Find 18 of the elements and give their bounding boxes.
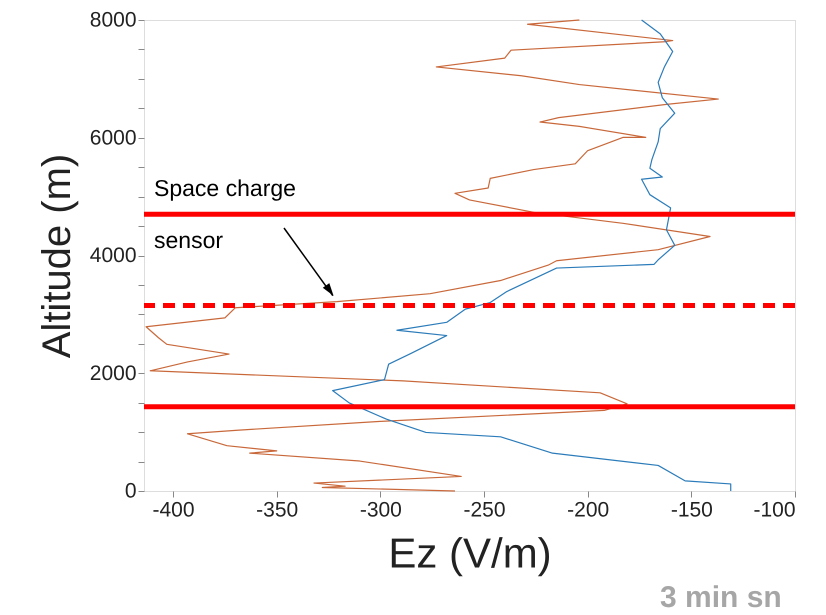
x-tick-label: -250 bbox=[463, 498, 506, 522]
x-axis-title: Ez (V/m) bbox=[388, 530, 552, 576]
x-tick-label: -200 bbox=[567, 498, 610, 522]
x-tick-label: -150 bbox=[670, 498, 713, 522]
y-axis-title: Altitude (m) bbox=[34, 154, 79, 358]
line-series bbox=[332, 19, 732, 492]
x-tick-label: -100 bbox=[753, 498, 796, 522]
y-tick-label: 8000 bbox=[90, 8, 136, 32]
x-tick-label: -300 bbox=[360, 498, 402, 522]
x-tick-label: -350 bbox=[256, 498, 298, 522]
y-tick-label: 0 bbox=[124, 480, 136, 502]
y-tick-label: 6000 bbox=[90, 126, 136, 150]
y-tick-label: 4000 bbox=[90, 244, 136, 267]
x-tick-label: -400 bbox=[152, 498, 195, 522]
y-tick-label: 2000 bbox=[90, 362, 136, 385]
line-series bbox=[145, 19, 719, 492]
annotation: Space charge sensor bbox=[154, 175, 296, 253]
text: 3 min sn bbox=[660, 581, 782, 614]
